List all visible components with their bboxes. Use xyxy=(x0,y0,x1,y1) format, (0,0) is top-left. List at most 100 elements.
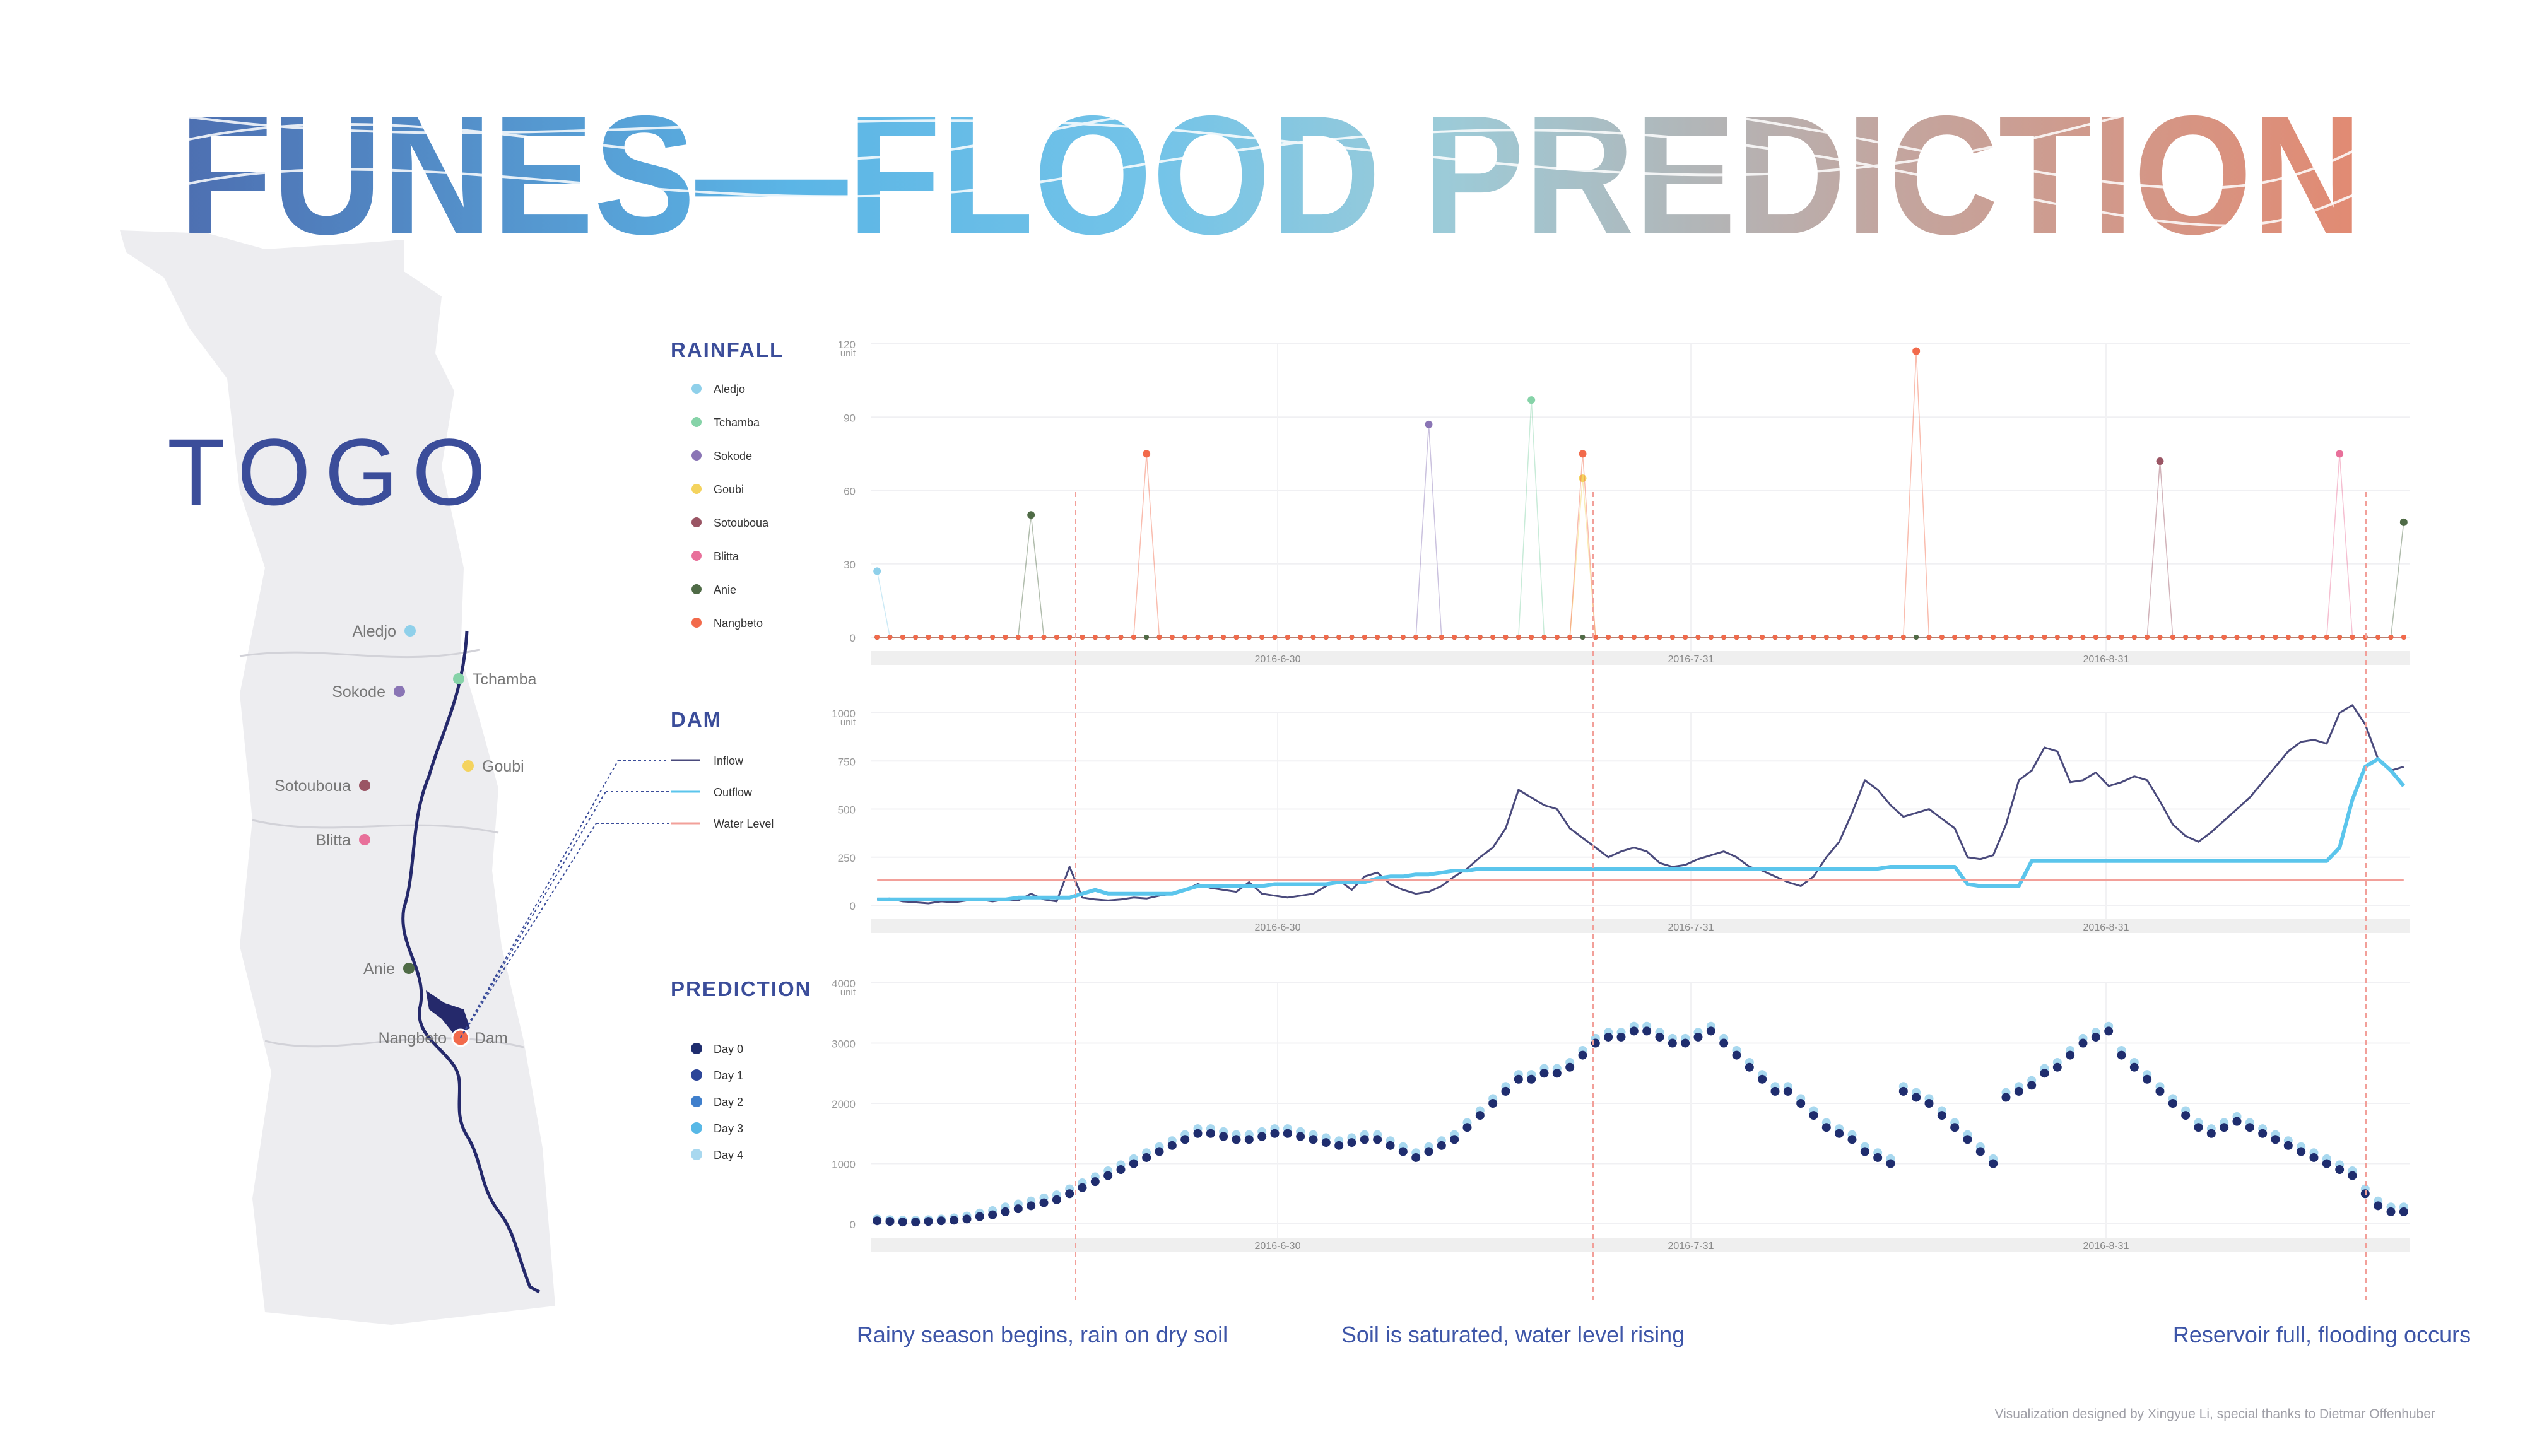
prediction-point-day0 xyxy=(1539,1069,1549,1078)
rainfall-point xyxy=(1785,635,1791,640)
rainfall-point xyxy=(951,635,957,640)
rainfall-y-tick-label: 90 xyxy=(844,412,856,424)
prediction-point-day0 xyxy=(1758,1074,1767,1084)
prediction-point-day0 xyxy=(2258,1129,2268,1138)
prediction-x-tick-label: 2016-7-31 xyxy=(1668,1241,1714,1252)
prediction-point-day0 xyxy=(1167,1141,1177,1150)
rainfall-legend-label: Aledjo xyxy=(714,383,745,396)
prediction-point-day0 xyxy=(2322,1159,2331,1168)
prediction-point-day0 xyxy=(1270,1129,1280,1138)
dam-legend-label: Inflow xyxy=(714,754,744,767)
map-station-dot xyxy=(359,780,370,791)
dam-y-unit: unit xyxy=(840,717,856,728)
prediction-point-day0 xyxy=(885,1217,895,1226)
rainfall-point xyxy=(1169,635,1175,640)
dam-legend: Inflow Outflow Water Level xyxy=(671,754,774,830)
rainfall-point xyxy=(1567,635,1573,640)
rainfall-point xyxy=(2399,518,2408,526)
prediction-point-day0 xyxy=(1796,1099,1806,1108)
prediction-point-day0 xyxy=(1027,1201,1036,1211)
prediction-point-day0 xyxy=(1180,1135,1190,1144)
rainfall-point xyxy=(1067,635,1073,640)
prediction-point-day0 xyxy=(1052,1195,1061,1204)
map-station-label: Anie xyxy=(363,960,395,978)
prediction-point-day0 xyxy=(1821,1123,1831,1132)
rainfall-legend-label: Goubi xyxy=(714,483,744,496)
rainfall-point xyxy=(1310,635,1316,640)
prediction-point-day0 xyxy=(2066,1050,2075,1060)
prediction-point-day0 xyxy=(2027,1081,2037,1090)
prediction-x-axis-band xyxy=(871,1238,2410,1252)
rainfall-point xyxy=(1592,635,1598,640)
prediction-point-day0 xyxy=(1360,1135,1369,1144)
prediction-legend-label: Day 3 xyxy=(714,1122,743,1135)
prediction-point-day0 xyxy=(1719,1038,1729,1048)
rainfall-x-tick-label: 2016-7-31 xyxy=(1668,654,1714,665)
prediction-point-day0 xyxy=(1950,1123,1960,1132)
prediction-legend: Day 0 Day 1 Day 2 Day 3 Day 4 xyxy=(691,1043,743,1161)
rainfall-point xyxy=(2068,635,2073,640)
prediction-point-day0 xyxy=(1578,1050,1587,1060)
prediction-point-day0 xyxy=(2091,1032,2100,1042)
prediction-point-day0 xyxy=(1373,1135,1382,1144)
rainfall-y-tick-label: 0 xyxy=(850,632,856,644)
map-station-dot xyxy=(453,673,464,684)
prediction-point-day0 xyxy=(2143,1074,2152,1084)
rainfall-point xyxy=(1143,450,1151,458)
rainfall-point xyxy=(1875,635,1881,640)
prediction-point-day0 xyxy=(1386,1141,1395,1150)
rainfall-legend-label: Blitta xyxy=(714,550,739,563)
rainfall-point xyxy=(990,635,996,640)
rainfall-point xyxy=(1490,635,1496,640)
rainfall-point xyxy=(2388,635,2394,640)
rainfall-point xyxy=(1695,635,1701,640)
rainfall-point xyxy=(2042,635,2047,640)
prediction-point-day0 xyxy=(2399,1207,2408,1216)
prediction-point-day0 xyxy=(1847,1135,1857,1144)
rainfall-point xyxy=(1734,635,1739,640)
prediction-point-day0 xyxy=(1886,1159,1895,1168)
rainfall-point xyxy=(1631,635,1637,640)
rainfall-point xyxy=(1683,635,1688,640)
prediction-point-day0 xyxy=(1321,1138,1331,1148)
rainfall-point xyxy=(1939,635,1945,640)
prediction-x-tick-label: 2016-8-31 xyxy=(2083,1241,2129,1252)
annotation-reservoir-full: Reservoir full, flooding occurs xyxy=(2173,1322,2471,1347)
prediction-point-day0 xyxy=(1693,1032,1703,1042)
prediction-y-tick-label: 0 xyxy=(850,1219,856,1231)
nangbeto-reservoir xyxy=(426,990,470,1035)
prediction-point-day0 xyxy=(1296,1132,1305,1141)
prediction-point-day0 xyxy=(2232,1117,2242,1126)
prediction-point-day0 xyxy=(950,1216,959,1225)
rainfall-point xyxy=(2221,635,2227,640)
rainfall-point xyxy=(2170,635,2175,640)
rainfall-series-line xyxy=(877,400,2404,638)
prediction-point-day0 xyxy=(1629,1026,1639,1036)
rainfall-point xyxy=(1221,635,1227,640)
rainfall-point xyxy=(2336,450,2344,458)
prediction-y-tick-label: 4000 xyxy=(832,978,856,990)
dam-series-line xyxy=(877,757,2406,901)
prediction-point-day0 xyxy=(1450,1135,1459,1144)
rainfall-point xyxy=(1579,474,1587,483)
map-station-dot xyxy=(404,625,416,637)
prediction-point-day0 xyxy=(1090,1177,1100,1187)
prediction-y-unit: unit xyxy=(840,987,856,998)
prediction-point-day0 xyxy=(1565,1062,1575,1072)
prediction-point-day0 xyxy=(1783,1086,1792,1096)
rainfall-point xyxy=(1708,635,1714,640)
title-text: FUNES—FLOOD PREDICTION xyxy=(179,80,2362,269)
prediction-point-day0 xyxy=(2104,1026,2114,1036)
rainfall-point xyxy=(1515,635,1521,640)
prediction-point-day0 xyxy=(2386,1207,2396,1216)
rainfall-series-line xyxy=(877,351,2404,638)
rainfall-point xyxy=(874,635,880,640)
prediction-point-day0 xyxy=(1219,1132,1228,1141)
prediction-point-day0 xyxy=(2309,1153,2319,1162)
prediction-legend-label: Day 0 xyxy=(714,1043,743,1055)
prediction-point-day0 xyxy=(1770,1086,1780,1096)
rainfall-point xyxy=(1912,347,1921,355)
prediction-point-day0 xyxy=(1257,1132,1267,1141)
prediction-point-day0 xyxy=(1078,1183,1087,1192)
prediction-point-day0 xyxy=(1283,1129,1292,1138)
